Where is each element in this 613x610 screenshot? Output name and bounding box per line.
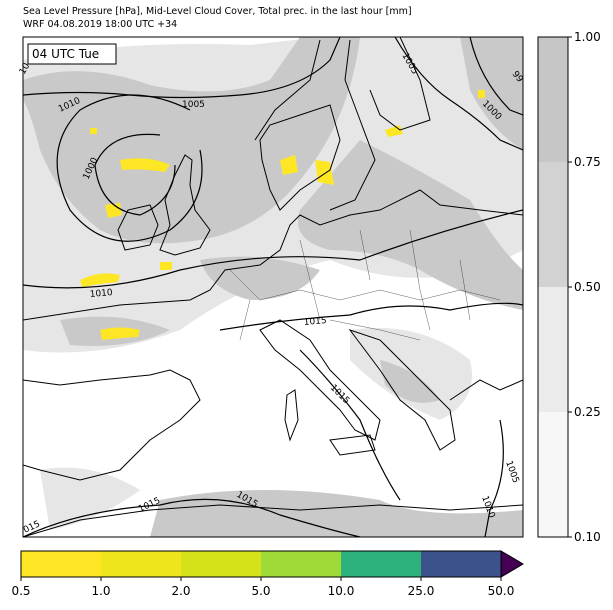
tick-label: 1.0 [91,584,110,598]
tick-label: 10.0 [328,584,355,598]
colorbar-segment [21,551,101,577]
colorbar-segment [538,287,568,412]
colorbar-segment [538,37,568,162]
time-label: 04 UTC Tue [32,47,99,61]
precip-colorbar: 0.5 1.0 2.0 5.0 10.0 25.0 50.0 [11,550,524,598]
borders [229,229,501,341]
tick-label: 0.25 [574,405,601,419]
map: 1005 1010 1000 1010 1015 1015 1015 1015 … [18,36,525,538]
time-box [27,43,117,65]
contour-label: 1015 [303,316,327,328]
colorbar-segment [181,551,261,577]
colorbar-segment [341,551,421,577]
precipitation [80,90,485,340]
tick-label: 5.0 [251,584,270,598]
colorbar-segment [421,551,501,577]
isobars [23,37,523,537]
subtitle: WRF 04.08.2019 18:00 UTC +34 [23,19,177,30]
contour-label: 1010 [89,288,113,300]
colorbar-segment [101,551,181,577]
contour-label: 1005 [182,100,205,110]
colorbar-segment [261,551,341,577]
tick-label: 50.0 [488,584,515,598]
tick-label: 25.0 [408,584,435,598]
title: Sea Level Pressure [hPa], Mid-Level Clou… [23,6,412,17]
tick-label: 0.50 [574,280,601,294]
tick-label: 1.00 [574,30,601,44]
tick-label: 0.5 [11,584,30,598]
tick-label: 2.0 [171,584,190,598]
cloud-colorbar: 0.10 0.25 0.50 0.75 1.00 [537,30,601,544]
colorbar-segment [538,162,568,287]
colorbar-extend [500,550,524,578]
tick-label: 0.75 [574,155,601,169]
colorbar-segment [538,412,568,537]
tick-label: 0.10 [574,530,601,544]
